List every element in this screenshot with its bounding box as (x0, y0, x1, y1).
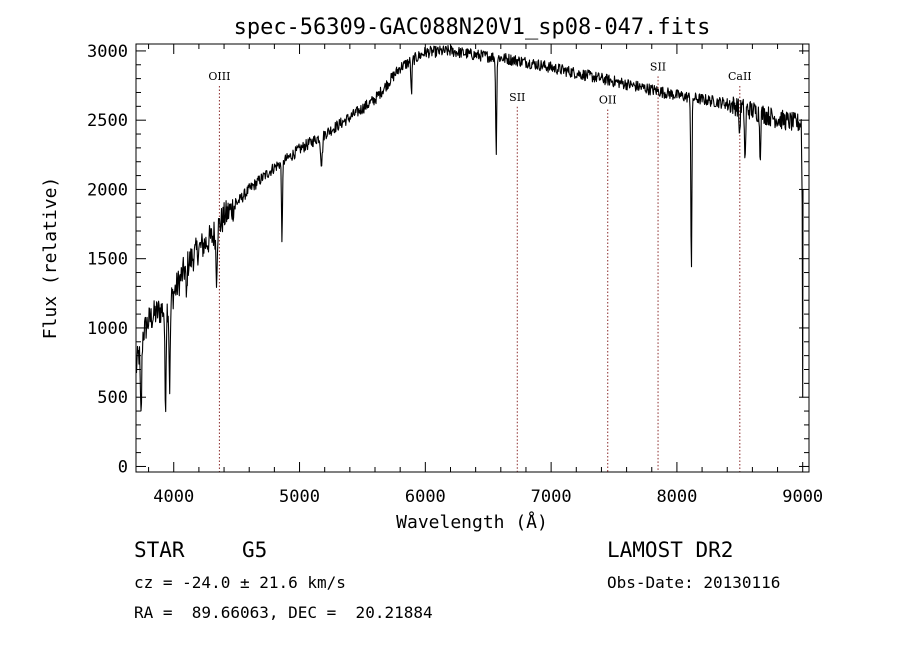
y-tick-label: 1000 (87, 319, 128, 339)
annotation-label: SII (509, 91, 525, 104)
plot-frame (135, 43, 810, 473)
y-tick-label: 3000 (87, 42, 128, 62)
survey-name: LAMOST DR2 (607, 538, 734, 562)
x-tick-label: 7000 (531, 487, 572, 507)
annotation-label: OII (599, 94, 617, 107)
observation-date: Obs-Date: 20130116 (607, 573, 781, 592)
y-tick-label: 0 (118, 457, 128, 477)
object-class: STAR (134, 538, 185, 562)
object-subclass: G5 (242, 538, 268, 562)
redshift-readout: cz = -24.0 ± 21.6 km/s (134, 573, 346, 592)
coordinates-readout: RA = 89.66063, DEC = 20.21884 (134, 603, 433, 622)
annotation-label: CaII (728, 70, 752, 83)
x-tick-label: 9000 (782, 487, 823, 507)
x-axis: 4000 5000 6000 7000 8000 9000 (148, 44, 823, 507)
annotation-label: SII (650, 60, 666, 73)
y-tick-label: 2500 (87, 111, 128, 131)
line-annotations: OIII SII OII SII CaII (208, 60, 752, 472)
y-tick-label: 500 (97, 388, 128, 408)
x-axis-label: Wavelength (Å) (396, 511, 548, 533)
chart-title: spec-56309-GAC088N20V1_sp08-047.fits (234, 15, 711, 40)
x-tick-label: 5000 (279, 487, 320, 507)
y-tick-label: 2000 (87, 180, 128, 200)
annotation-label: OIII (208, 70, 230, 83)
x-tick-label: 6000 (405, 487, 446, 507)
y-tick-label: 1500 (87, 250, 128, 270)
x-tick-label: 4000 (153, 487, 194, 507)
y-axis: 0 500 1000 1500 2000 2500 3000 (87, 42, 809, 477)
spectrum-line (135, 44, 804, 413)
x-tick-label: 8000 (656, 487, 697, 507)
y-axis-label: Flux (relative) (40, 177, 61, 340)
